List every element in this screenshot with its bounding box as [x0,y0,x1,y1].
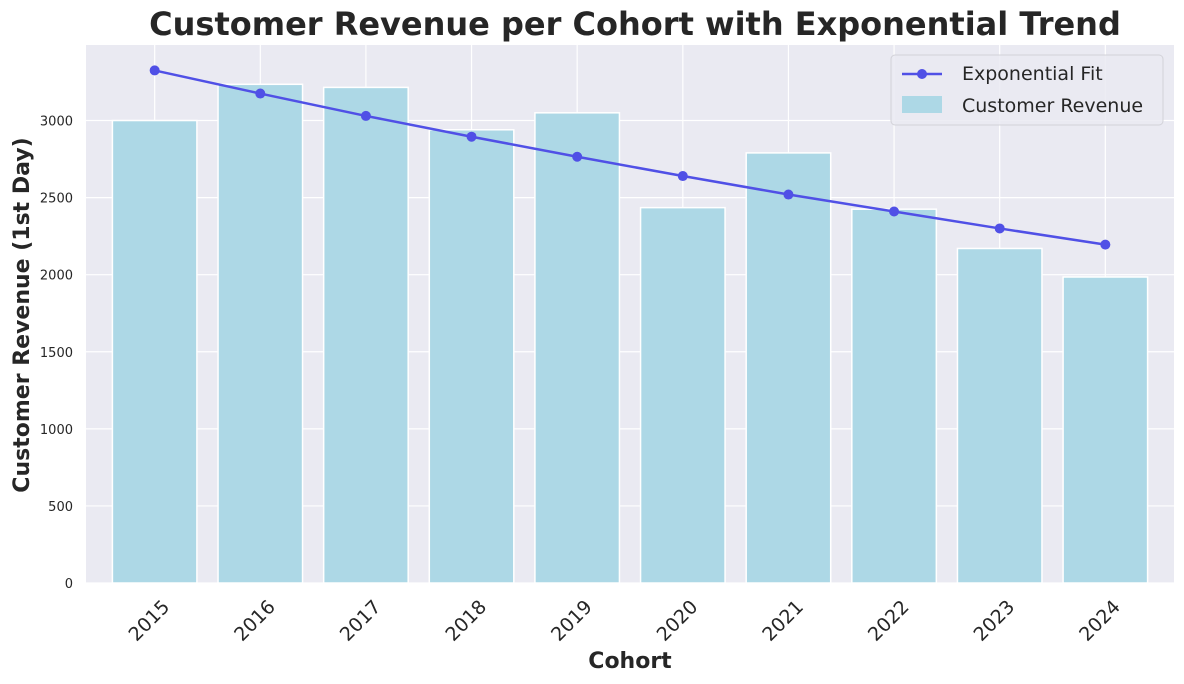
fit-point-2021 [783,189,794,200]
y-tick-label: 2500 [40,192,73,207]
y-tick-label: 1000 [40,423,73,438]
y-tick-label: 3000 [40,115,73,130]
legend-box [890,54,1164,126]
bar-series [111,83,1149,584]
bar-2018 [428,129,515,584]
x-tick-label-2020: 2020 [653,596,703,646]
fit-point-2016 [255,88,266,99]
x-tick-label-2017: 2017 [336,596,386,646]
fit-point-2017 [360,110,371,121]
legend-line-marker [917,69,927,79]
bar-2021 [745,152,832,584]
y-tick-label: 500 [48,500,73,515]
fit-point-2023 [994,223,1005,234]
x-axis-ticks: 2015 2016 2017 2018 2019 2020 2021 2022 2023 2024 [124,596,1124,646]
x-tick-label-2021: 2021 [758,596,808,646]
fit-point-2019 [572,151,583,162]
exponential-fit-line [154,69,1106,246]
y-tick-label: 2000 [40,269,73,284]
fit-point-2020 [677,171,688,182]
bar-2022 [851,208,938,584]
chart-title: Customer Revenue per Cohort with Exponen… [149,5,1121,43]
legend: Exponential Fit Customer Revenue [890,54,1164,126]
x-tick-label-2024: 2024 [1075,596,1125,646]
bar-2023 [956,247,1043,584]
fit-point-2024 [1100,239,1111,250]
x-tick-label-2018: 2018 [441,596,491,646]
fit-point-2018 [466,131,477,142]
line-series [149,65,1111,250]
x-tick-label-2022: 2022 [864,596,914,646]
y-axis-ticks: 0 500 1000 1500 2000 2500 3000 [40,115,73,592]
legend-label-customer-revenue: Customer Revenue [962,95,1143,117]
y-tick-label: 0 [65,577,73,592]
x-tick-label-2016: 2016 [230,596,280,646]
y-axis-label: Customer Revenue (1st Day) [10,137,35,492]
bar-2024 [1062,276,1149,584]
legend-bar-swatch [902,96,942,113]
bar-2019 [534,112,621,584]
bar-2020 [639,206,726,584]
x-tick-label-2015: 2015 [124,596,174,646]
x-tick-label-2019: 2019 [547,596,597,646]
x-axis-label: Cohort [588,649,672,674]
fit-point-2015 [149,65,160,76]
bar-2016 [217,83,304,584]
legend-label-exponential-fit: Exponential Fit [962,63,1103,85]
bar-2017 [322,86,409,584]
bar-2015 [111,119,198,584]
fit-point-2022 [889,206,900,217]
x-tick-label-2023: 2023 [969,596,1019,646]
y-tick-label: 1500 [40,346,73,361]
